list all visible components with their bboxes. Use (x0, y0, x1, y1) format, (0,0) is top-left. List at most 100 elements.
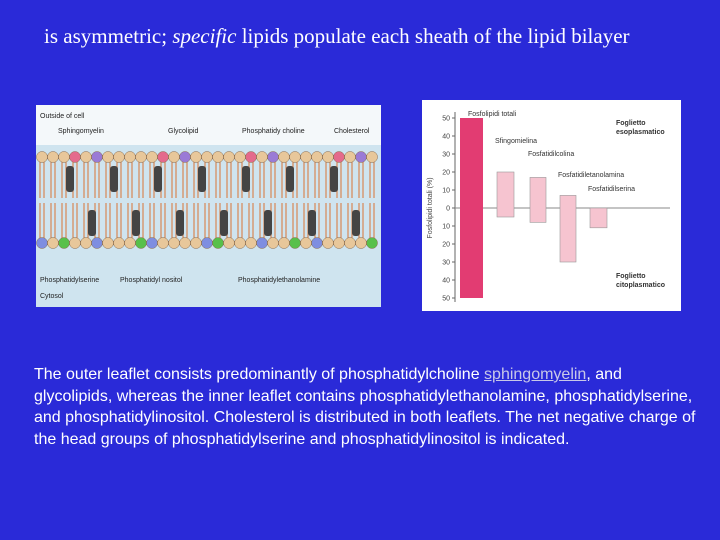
cholesterol (308, 210, 316, 236)
tick-label: 30 (442, 152, 450, 159)
cholesterol (220, 210, 228, 236)
head (311, 237, 323, 249)
head (47, 237, 59, 249)
head (311, 151, 323, 163)
head (223, 151, 235, 163)
bar (589, 207, 608, 229)
head (124, 237, 136, 249)
head (333, 237, 345, 249)
cholesterol (330, 166, 338, 192)
text: , and glycolipids, whereas the inner lea… (34, 366, 696, 448)
cholesterol (242, 166, 250, 192)
link[interactable]: sphingomyelin (484, 366, 587, 383)
cholesterol (132, 210, 140, 236)
head (300, 237, 312, 249)
head (267, 151, 279, 163)
cholesterol (110, 166, 118, 192)
axis-label: Fosfolipidi totali (%) (427, 177, 434, 238)
head (190, 151, 202, 163)
head (146, 237, 158, 249)
label: Outside of cell (40, 113, 85, 120)
bar-label: Sfingomielina (495, 138, 537, 145)
head (58, 237, 70, 249)
label: Phosphatidyl nositol (120, 277, 183, 284)
tick-label: 10 (442, 224, 450, 231)
head (179, 237, 191, 249)
head (201, 151, 213, 163)
bar-label: Fosfatidilserina (588, 186, 635, 193)
head (212, 151, 224, 163)
head (102, 151, 114, 163)
head (168, 151, 180, 163)
label: Cytosol (40, 293, 64, 300)
head (278, 151, 290, 163)
head (322, 237, 334, 249)
bar (460, 118, 483, 298)
tick-label: 20 (442, 242, 450, 249)
tick-label: 40 (442, 134, 450, 141)
head (69, 237, 81, 249)
head (190, 237, 202, 249)
head (168, 237, 180, 249)
head (157, 151, 169, 163)
head (135, 237, 147, 249)
head (322, 151, 334, 163)
head (256, 151, 268, 163)
head (245, 237, 257, 249)
head (58, 151, 70, 163)
tick-label: 50 (442, 296, 450, 303)
head (69, 151, 81, 163)
head (289, 237, 301, 249)
head (113, 151, 125, 163)
head (113, 237, 125, 249)
title-part: is asymmetric; (44, 24, 173, 48)
head (267, 237, 279, 249)
leaflet-label: esoplasmatico (616, 129, 665, 136)
head (124, 151, 136, 163)
bar (496, 171, 515, 218)
bar-label: Fosfatidilcolina (528, 151, 574, 158)
label: Phosphatidylserine (40, 277, 99, 284)
head (80, 151, 92, 163)
tick-label: 40 (442, 278, 450, 285)
leaflet-label: citoplasmatico (616, 282, 665, 289)
head (91, 151, 103, 163)
head (201, 237, 213, 249)
head (36, 237, 48, 249)
tick-label: 10 (442, 188, 450, 195)
cholesterol (154, 166, 162, 192)
outside-area (36, 105, 381, 145)
cholesterol (176, 210, 184, 236)
head (212, 237, 224, 249)
head (102, 237, 114, 249)
label: Phosphatidy choline (242, 128, 305, 135)
tick-label: 50 (442, 116, 450, 123)
head (36, 151, 48, 163)
title-part: specific (172, 24, 237, 48)
tick-label: 0 (446, 206, 450, 213)
title-part: lipids populate each sheath of the lipid… (236, 24, 630, 48)
leaflet-label: Foglietto (616, 120, 646, 127)
head (278, 237, 290, 249)
head (135, 151, 147, 163)
head (223, 237, 235, 249)
head (234, 151, 246, 163)
head (47, 151, 59, 163)
cholesterol (264, 210, 272, 236)
head (234, 237, 246, 249)
head (366, 237, 378, 249)
label: Sphingomyelin (58, 128, 104, 135)
bar (559, 195, 577, 263)
paragraph: The outer leaflet consists predominantly… (34, 364, 704, 450)
bar-label: Fosfolipidi totali (468, 111, 517, 118)
head (366, 151, 378, 163)
head (344, 151, 356, 163)
head (179, 151, 191, 163)
tick-label: 20 (442, 170, 450, 177)
label: Phosphatidylethanolamine (238, 277, 320, 284)
bilayer (36, 151, 378, 249)
label: Cholesterol (334, 128, 370, 135)
cholesterol (88, 210, 96, 236)
